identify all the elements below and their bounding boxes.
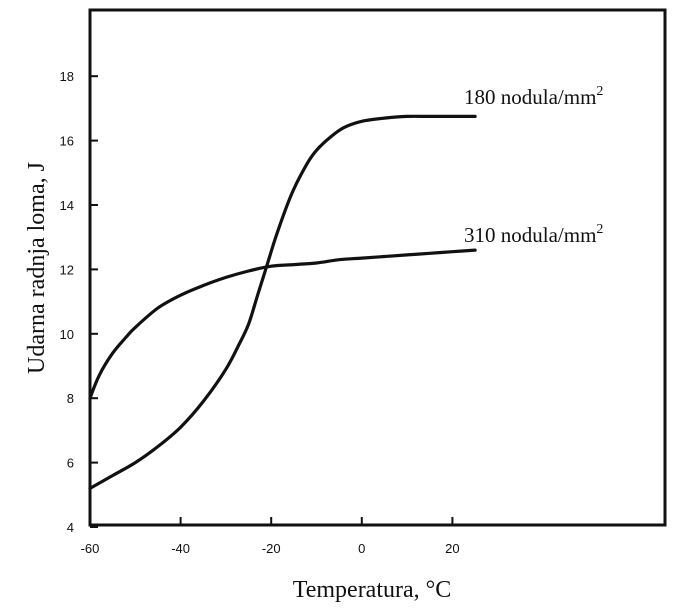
x-tick-label: 0 xyxy=(358,541,365,556)
series-label-superscript: 2 xyxy=(596,222,603,237)
x-tick-label: -40 xyxy=(171,541,190,556)
ticks-layer: -60 -40 -20 0 20 4 6 8 10 12 14 16 18 xyxy=(60,69,460,556)
x-tick-label: 20 xyxy=(445,541,459,556)
x-tick-label: -20 xyxy=(262,541,281,556)
series-label-text: 310 nodula/mm xyxy=(464,223,596,247)
y-tick-label: 18 xyxy=(60,69,74,84)
y-axis-title: Udarna radnja loma, J xyxy=(24,162,50,374)
y-tick-label: 12 xyxy=(60,262,74,277)
series-310-line xyxy=(88,248,477,400)
series-label: 310 nodula/mm2 xyxy=(464,222,603,247)
y-tick-label: 14 xyxy=(60,198,74,213)
y-tick-label: 4 xyxy=(67,520,74,535)
x-tick-label: -60 xyxy=(81,541,100,556)
series-label-text: 180 nodula/mm xyxy=(464,85,596,109)
y-tick-label: 8 xyxy=(67,391,74,406)
series-layer xyxy=(88,114,477,490)
series-label: 180 nodula/mm2 xyxy=(464,84,603,109)
y-tick-label: 6 xyxy=(67,456,74,471)
plot-frame xyxy=(88,8,667,527)
y-tick-label: 16 xyxy=(60,134,74,149)
y-tick-label: 10 xyxy=(60,327,74,342)
series-180-line xyxy=(88,114,477,490)
series-label-superscript: 2 xyxy=(596,84,603,99)
x-axis-title: Temperatura, °C xyxy=(293,577,452,603)
